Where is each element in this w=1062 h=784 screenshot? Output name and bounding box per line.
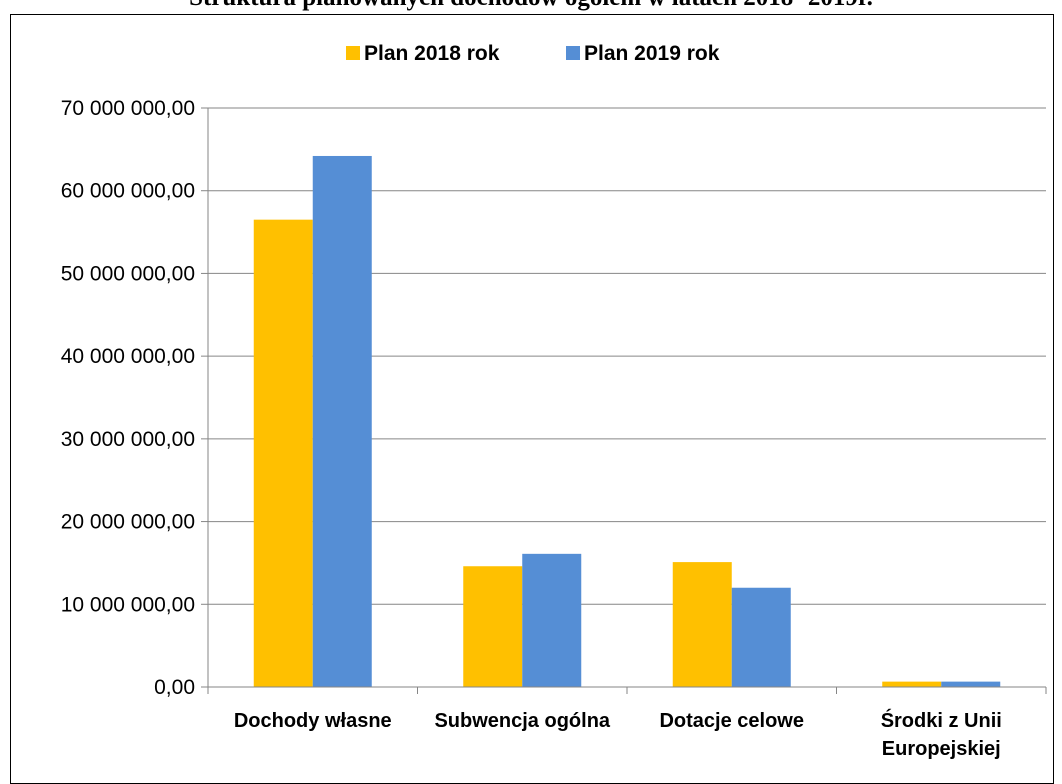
- bar: [312, 155, 372, 687]
- category-label: Subwencja ogólna: [434, 710, 610, 732]
- legend-swatch: [346, 46, 360, 60]
- bar: [522, 553, 582, 687]
- legend-swatch: [566, 46, 580, 60]
- y-tick-label: 60 000 000,00: [61, 180, 195, 203]
- category-label: Europejskiej: [882, 738, 1001, 760]
- category-labels: Dochody własne Subwencja ogólna Dotacje ce…: [234, 708, 1002, 760]
- bar: [941, 681, 1001, 687]
- y-tick-label: 30 000 000,00: [61, 428, 195, 451]
- bar: [731, 587, 791, 687]
- bar: [253, 219, 313, 687]
- axes: [207, 108, 1047, 694]
- bar: [882, 681, 942, 687]
- legend-label: Plan 2018 rok: [364, 42, 500, 65]
- bars: [253, 155, 1001, 687]
- legend-label: Plan 2019 rok: [584, 42, 720, 65]
- chart-title: Struktura planowanych dochodów ogółem w …: [0, 0, 1062, 18]
- category-label: Dochody własne: [234, 710, 392, 732]
- bar: [463, 566, 523, 687]
- bar: [672, 562, 732, 687]
- legend: Plan 2018 rok Plan 2019 rok: [346, 42, 720, 65]
- y-tick-label: 50 000 000,00: [61, 262, 195, 285]
- y-tick-labels: 0,00 10 000 000,00 20 000 000,00 30 000 000…: [61, 97, 195, 699]
- y-tick-label: 20 000 000,00: [61, 511, 195, 534]
- y-tick-label: 10 000 000,00: [61, 593, 195, 616]
- y-tick-label: 40 000 000,00: [61, 345, 195, 368]
- y-tick-label: 70 000 000,00: [61, 97, 195, 120]
- y-tick-label: 0,00: [154, 676, 195, 699]
- category-label: Środki z Unii: [881, 708, 1002, 732]
- category-label: Dotacje celowe: [659, 710, 804, 732]
